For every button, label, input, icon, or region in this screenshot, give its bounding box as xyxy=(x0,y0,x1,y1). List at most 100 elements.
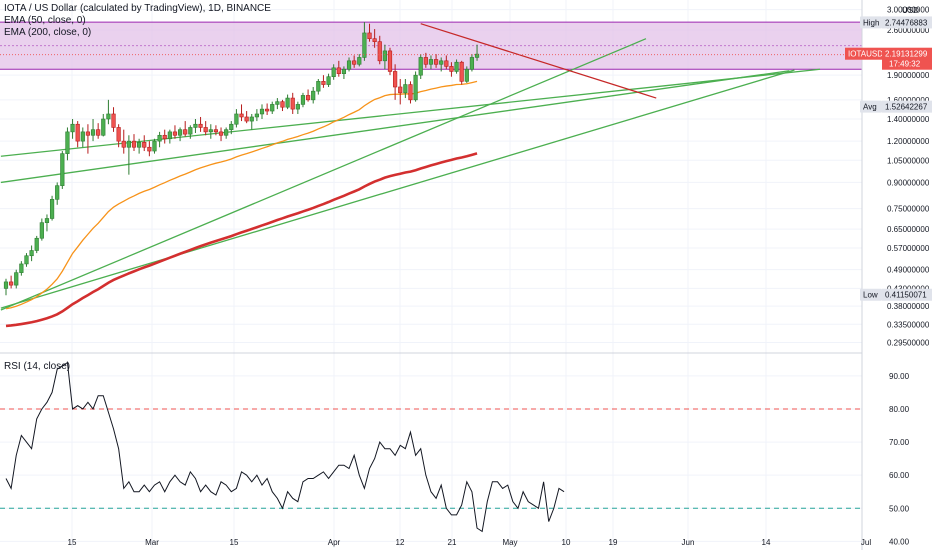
price-tick-label: 1.20000000 xyxy=(887,137,930,146)
candle-body xyxy=(464,68,469,82)
price-tick-label: 1.40000000 xyxy=(887,115,930,124)
candle-body xyxy=(316,81,321,92)
rsi-tick-label: 50.00 xyxy=(889,504,910,513)
candle xyxy=(444,55,449,70)
candle-body xyxy=(90,129,96,136)
candle-body xyxy=(428,59,434,65)
candle-body xyxy=(275,101,280,105)
candle xyxy=(137,138,142,154)
candle-body xyxy=(249,116,254,122)
candle xyxy=(183,121,188,137)
trendline-mid-support xyxy=(0,70,790,184)
rsi-tick-label: 90.00 xyxy=(889,372,910,381)
candle-body xyxy=(229,123,234,130)
candle-body xyxy=(449,66,454,72)
candle xyxy=(290,92,295,114)
candle-body xyxy=(121,140,126,148)
candle xyxy=(193,119,198,133)
candle-body xyxy=(19,263,24,273)
candle-body xyxy=(218,131,224,136)
candle xyxy=(126,135,131,175)
candle-body xyxy=(29,250,34,257)
candle xyxy=(9,275,14,289)
candle-body xyxy=(172,131,178,136)
rsi-tick-label: 40.00 xyxy=(889,537,910,546)
candle-body xyxy=(469,57,475,70)
candle xyxy=(213,125,219,136)
time-tick-label: Mar xyxy=(145,538,159,547)
candle-body xyxy=(413,74,418,101)
price-tick-label: 0.38000000 xyxy=(887,302,930,311)
candle-body xyxy=(403,84,408,94)
high-value-bg xyxy=(882,16,932,29)
candle xyxy=(428,55,434,70)
low-label-bg xyxy=(860,288,882,301)
candle-body xyxy=(239,113,244,118)
candle-body xyxy=(290,97,295,110)
current-symbol: IOTAUSD xyxy=(848,50,883,59)
candle xyxy=(239,104,244,122)
time-tick-label: 12 xyxy=(396,538,405,547)
time-tick-label: 10 xyxy=(562,538,571,547)
candle xyxy=(75,121,80,148)
trendlines xyxy=(0,23,821,311)
time-axis: 15 Mar 15 Apr 12 21 May 10 19 Jun 14 Jul xyxy=(68,538,872,547)
candle-body xyxy=(439,60,444,65)
candle xyxy=(55,182,60,205)
candle xyxy=(418,54,423,80)
candle xyxy=(275,98,280,110)
candle-body xyxy=(183,129,188,135)
candle-body xyxy=(459,61,464,82)
candle-body xyxy=(341,68,347,74)
candle xyxy=(259,104,265,120)
ema50-legend[interactable]: EMA (50, close, 0) xyxy=(4,15,86,26)
candle-body xyxy=(285,97,290,108)
candle xyxy=(474,44,480,61)
trendline-steep-support xyxy=(0,38,647,311)
candle xyxy=(280,99,285,112)
candle-body xyxy=(234,113,239,125)
candle xyxy=(336,60,341,77)
candle-body xyxy=(96,129,101,136)
candle xyxy=(162,129,167,144)
time-tick-label: 15 xyxy=(230,538,239,547)
candle xyxy=(321,75,326,88)
candle-body xyxy=(224,129,229,136)
candle xyxy=(106,99,111,125)
candle xyxy=(65,127,70,161)
candle xyxy=(341,66,347,80)
ema200-legend[interactable]: EMA (200, close, 0) xyxy=(4,27,92,38)
symbol-title[interactable]: IOTA / US Dollar (calculated by TradingV… xyxy=(4,3,271,14)
price-unit: USD xyxy=(902,6,919,15)
candle xyxy=(142,135,147,152)
candle xyxy=(249,113,254,130)
rsi-line xyxy=(5,361,565,533)
candle-body xyxy=(9,281,14,286)
candle xyxy=(49,195,55,221)
candle xyxy=(469,54,475,72)
candle-body xyxy=(147,146,152,152)
candle-body xyxy=(280,101,285,108)
candle-body xyxy=(393,71,398,88)
candle xyxy=(295,101,300,114)
candle xyxy=(90,119,96,142)
candle xyxy=(244,111,249,124)
candle-body xyxy=(157,134,162,142)
current-value-bg xyxy=(882,47,932,70)
ema200-line xyxy=(5,152,478,328)
candle-body xyxy=(70,123,75,133)
time-tick-label: Jul xyxy=(861,538,871,547)
candle xyxy=(29,245,34,262)
candle xyxy=(70,119,75,139)
candle-body xyxy=(346,60,352,70)
candle xyxy=(459,60,464,85)
candle-body xyxy=(474,53,480,58)
candle xyxy=(270,101,275,114)
candle-body xyxy=(14,272,19,286)
candle xyxy=(331,64,336,80)
candle xyxy=(387,47,393,76)
rsi-legend[interactable]: RSI (14, close) xyxy=(4,361,71,372)
candle-body xyxy=(142,142,147,148)
avg-value-bg xyxy=(882,100,932,113)
